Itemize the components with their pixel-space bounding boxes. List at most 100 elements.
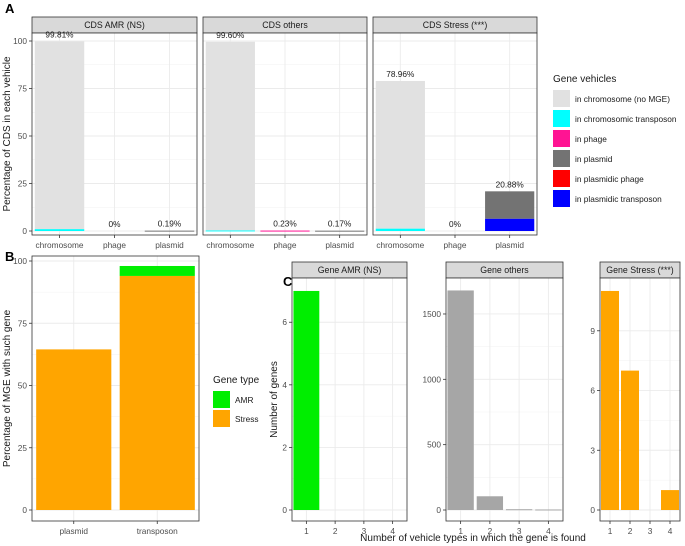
panelA-facet0-ytick-label: 50 <box>18 131 28 141</box>
data-label: 0.17% <box>328 219 352 229</box>
panelC-facet2-xtick-label: 3 <box>648 526 653 536</box>
panelC-facet1-xtick-label: 1 <box>458 526 463 536</box>
bar-stress-plasmid-in-plasmidic-transposon <box>485 218 535 231</box>
legend-B-swatch-1 <box>213 410 230 427</box>
panelC-facet2-xtick-label: 2 <box>628 526 633 536</box>
panelC-facet2-ytick-label: 0 <box>590 505 595 515</box>
panelC-facet0-ytick-label: 4 <box>282 380 287 390</box>
data-label: 78.96% <box>386 69 415 79</box>
panelC-facet1-ytick-label: 1500 <box>423 309 442 319</box>
legend-B-title: Gene type <box>213 375 260 386</box>
panelA-facet1-xtick-label: phage <box>273 240 296 250</box>
panelC-facet0-xtick-label: 1 <box>304 526 309 536</box>
panelA-facet0-strip-title: CDS AMR (NS) <box>84 20 145 30</box>
bar-stress-chromosome-in-chromosome-no-mge- <box>375 80 425 229</box>
legend-A-entry-4: in plasmidic phage <box>575 174 644 184</box>
panelC-facet1-xtick-label: 3 <box>517 526 522 536</box>
panelC-facet0-xtick-label: 4 <box>390 526 395 536</box>
panelB-xtick-label: plasmid <box>59 526 88 536</box>
bar-transposon-stress <box>119 275 195 510</box>
bar-others-x3 <box>505 509 533 511</box>
legend-A-entry-1: in chromosomic transposon <box>575 114 677 124</box>
panelC-facet0-ytick-label: 0 <box>282 505 287 515</box>
panel-B-label: B <box>5 249 14 264</box>
panel-C-ylabel: Number of genes <box>269 361 280 438</box>
legend-B-entry-0: AMR <box>235 395 253 405</box>
bar-others-x1 <box>447 290 474 510</box>
panelA-facet1-xtick-label: chromosome <box>206 240 254 250</box>
panelC-facet2-ytick-label: 6 <box>590 386 595 396</box>
bar-stress-chromosome-in-chromosomic-transposon <box>375 228 425 231</box>
data-label: 99.81% <box>45 29 74 39</box>
panel-A-ylabel: Percentage of CDS in each vehicle <box>2 56 13 212</box>
panelC-facet0-xtick-label: 3 <box>362 526 367 536</box>
panel-C-label: C <box>283 274 293 289</box>
bar-others-x4 <box>535 509 562 511</box>
data-label: 0% <box>109 219 122 229</box>
panelC-facet1-strip-title: Gene others <box>480 265 529 275</box>
panelA-facet2-xtick-label: plasmid <box>495 240 524 250</box>
panelA-facet0-ytick-label: 75 <box>18 84 28 94</box>
panelC-facet1-ytick-label: 0 <box>436 505 441 515</box>
panelB-ytick-label: 100 <box>13 256 27 266</box>
panelC-facet0-xtick-label: 2 <box>333 526 338 536</box>
panelC-facet2-strip-title: Gene Stress (***) <box>606 265 674 275</box>
panel-C-xlabel: Number of vehicle types in which the gen… <box>360 533 586 544</box>
bar-stress-plasmid-in-plasmid <box>485 191 535 219</box>
legend-A-swatch-0 <box>553 90 570 107</box>
panelB-ytick-label: 25 <box>18 443 28 453</box>
bar-transposon-amr <box>119 265 195 276</box>
bar-amr-chromosome-in-chromosomic-transposon <box>34 229 85 231</box>
panelC-facet1-xtick-label: 2 <box>488 526 493 536</box>
panelC-facet2-xtick-label: 1 <box>608 526 613 536</box>
legend-A-entry-5: in plasmidic transposon <box>575 194 662 204</box>
legend-A-entry-0: in chromosome (no MGE) <box>575 94 670 104</box>
panelA-facet0-ytick-label: 25 <box>18 179 28 189</box>
legend-A-swatch-2 <box>553 130 570 147</box>
bar-plasmid-stress <box>36 349 112 510</box>
bar-stress-x2 <box>621 370 639 510</box>
panelA-facet0-xtick-label: chromosome <box>36 240 84 250</box>
panelC-facet0-strip-title: Gene AMR (NS) <box>318 265 382 275</box>
data-label: 20.88% <box>496 179 525 189</box>
legend-A-swatch-4 <box>553 170 570 187</box>
panelA-facet0-xtick-label: plasmid <box>155 240 184 250</box>
bar-stress-x4 <box>661 490 679 510</box>
data-label: 0.19% <box>158 219 182 229</box>
panelC-facet1-ytick-label: 500 <box>427 440 441 450</box>
legend-A-swatch-5 <box>553 190 570 207</box>
bar-others-chromosome-in-chromosome-no-mge- <box>205 41 255 231</box>
bar-others-x2 <box>476 496 504 510</box>
panelC-facet2-ytick-label: 3 <box>590 445 595 455</box>
legend-A-swatch-1 <box>553 110 570 127</box>
bar-others-plasmid-in-plasmid <box>315 230 365 232</box>
panelC-facet2-ytick-label: 9 <box>590 326 595 336</box>
data-label: 0.23% <box>273 219 297 229</box>
bar-others-chromosome-in-chromosomic-transposon <box>205 230 255 232</box>
bar-amr-x1 <box>293 290 320 510</box>
panelA-facet2-strip-title: CDS Stress (***) <box>423 20 488 30</box>
panelA-facet1-xtick-label: plasmid <box>325 240 354 250</box>
data-label: 99.60% <box>216 30 245 40</box>
panelC-facet0-ytick-label: 2 <box>282 442 287 452</box>
legend-B-swatch-0 <box>213 391 230 408</box>
panelB-border <box>31 255 200 522</box>
panelA-facet0-ytick-label: 100 <box>13 36 27 46</box>
panelB-ytick-label: 75 <box>18 318 28 328</box>
panelA-facet2-xtick-label: chromosome <box>376 240 424 250</box>
panelC-facet1-ytick-label: 1000 <box>423 374 442 384</box>
legend-A-title: Gene vehicles <box>553 74 616 85</box>
panelC-facet1-xtick-label: 4 <box>546 526 551 536</box>
panelA-facet1-strip-title: CDS others <box>262 20 308 30</box>
panelA-facet2-xtick-label: phage <box>443 240 466 250</box>
panelB-ytick-label: 50 <box>18 381 28 391</box>
panelC-facet0-ytick-label: 6 <box>282 317 287 327</box>
panelC-facet2-xtick-label: 4 <box>668 526 673 536</box>
legend-B-entry-1: Stress <box>235 414 259 424</box>
legend-A-entry-3: in plasmid <box>575 154 613 164</box>
panel-A-label: A <box>5 1 15 16</box>
bar-stress-x1 <box>601 290 619 510</box>
panelA-facet0-ytick-label: 0 <box>22 226 27 236</box>
panelC-facet2-border <box>599 277 681 522</box>
